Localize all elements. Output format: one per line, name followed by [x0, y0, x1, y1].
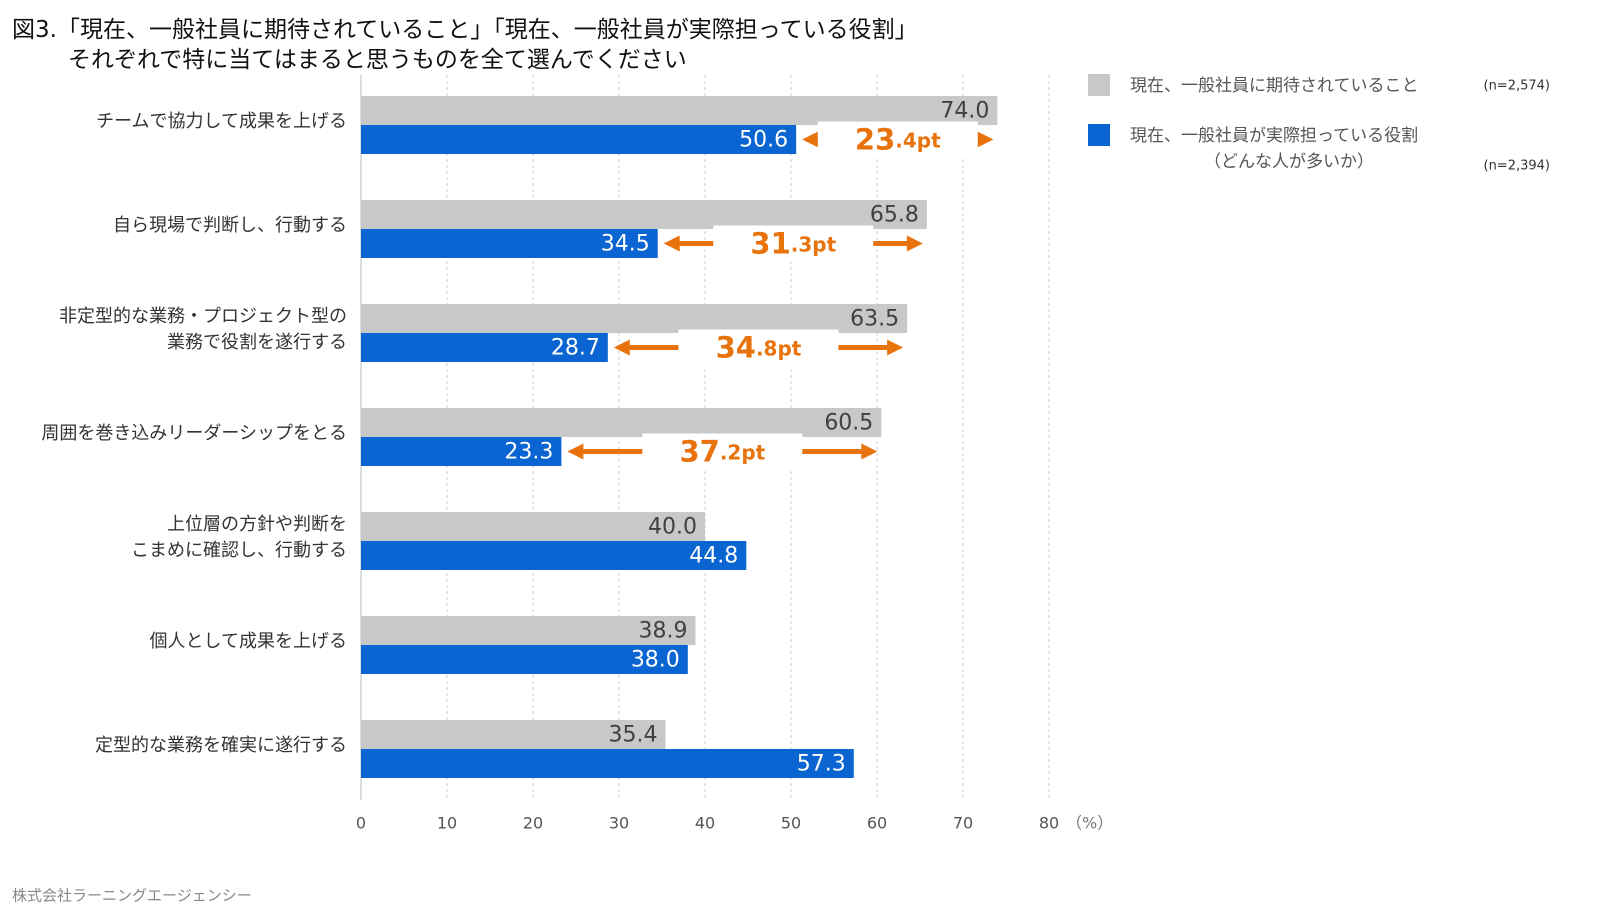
difference-label: 34.8pt [716, 331, 802, 365]
bar [361, 333, 608, 362]
arrow-head [861, 443, 878, 460]
legend-n: (n=2,574) [1484, 79, 1551, 94]
difference-label: 23.4pt [855, 123, 941, 157]
x-tick-label: 10 [437, 814, 457, 833]
value-label: 44.8 [689, 544, 738, 569]
x-unit: （%） [1066, 814, 1113, 833]
value-label: 23.3 [504, 440, 553, 465]
x-tick-label: 20 [523, 814, 543, 833]
bar [361, 125, 797, 154]
value-label: 38.0 [631, 648, 680, 673]
bar [361, 749, 854, 778]
value-label: 74.0 [940, 99, 989, 124]
bar [361, 437, 562, 466]
arrow-head [887, 339, 904, 356]
x-tick-label: 70 [953, 814, 973, 833]
arrow-head [567, 443, 584, 460]
bar [361, 304, 908, 333]
legend-n: (n=2,394) [1484, 159, 1551, 174]
legend-swatch [1088, 124, 1110, 146]
x-tick-label: 30 [609, 814, 629, 833]
bar [361, 408, 882, 437]
value-label: 40.0 [648, 515, 697, 540]
y-tick-label: チームで協力して成果を上げる [96, 111, 347, 132]
y-tick-label: 定型的な業務を確実に遂行する [95, 735, 347, 756]
bar [361, 96, 998, 125]
bar [361, 541, 747, 570]
bar [361, 645, 688, 674]
difference-label: 31.3pt [750, 227, 836, 261]
x-tick-label: 50 [781, 814, 801, 833]
arrow-head [663, 235, 680, 252]
y-tick-label: 上位層の方針や判断をこまめに確認し、行動する [131, 514, 347, 561]
x-tick-label: 80 [1039, 814, 1059, 833]
label-bg [817, 121, 978, 158]
legend-label: 現在、一般社員に期待されていること [1130, 76, 1419, 96]
value-label: 38.9 [639, 619, 688, 644]
bar [361, 229, 658, 258]
value-label: 35.4 [608, 723, 657, 748]
y-tick-label: 個人として成果を上げる [150, 631, 347, 652]
y-tick-label: 自ら現場で判断し、行動する [113, 215, 347, 236]
value-label: 50.6 [739, 128, 788, 153]
value-label: 60.5 [824, 411, 873, 436]
source: 株式会社ラーニングエージェンシー [12, 887, 252, 905]
legend-swatch [1088, 74, 1110, 96]
value-label: 34.5 [601, 232, 650, 257]
y-tick-label: 非定型的な業務・プロジェクト型の業務で役割を遂行する [59, 306, 347, 353]
label-bg [678, 329, 839, 366]
bar [361, 512, 705, 541]
arrow-head [802, 131, 819, 148]
value-label: 63.5 [850, 307, 899, 332]
difference-label: 37.2pt [679, 435, 765, 469]
value-label: 28.7 [551, 336, 600, 361]
arrow-head [906, 235, 923, 252]
x-tick-label: 0 [356, 814, 366, 833]
x-tick-label: 40 [695, 814, 715, 833]
x-tick-label: 60 [867, 814, 887, 833]
value-label: 65.8 [870, 203, 919, 228]
arrow-head [613, 339, 630, 356]
label-bg [713, 225, 874, 262]
legend-label: 現在、一般社員が実際担っている役割（どんな人が多いか） [1130, 126, 1418, 172]
bar [361, 200, 927, 229]
y-tick-label: 周囲を巻き込みリーダーシップをとる [41, 423, 347, 444]
value-label: 57.3 [797, 752, 846, 777]
chart-title: 図3.「現在、一般社員に期待されていること」「現在、一般社員が実際担っている役割… [12, 17, 918, 73]
bar [361, 720, 666, 749]
bar [361, 616, 696, 645]
arrow-head [977, 131, 994, 148]
label-bg [642, 433, 803, 470]
